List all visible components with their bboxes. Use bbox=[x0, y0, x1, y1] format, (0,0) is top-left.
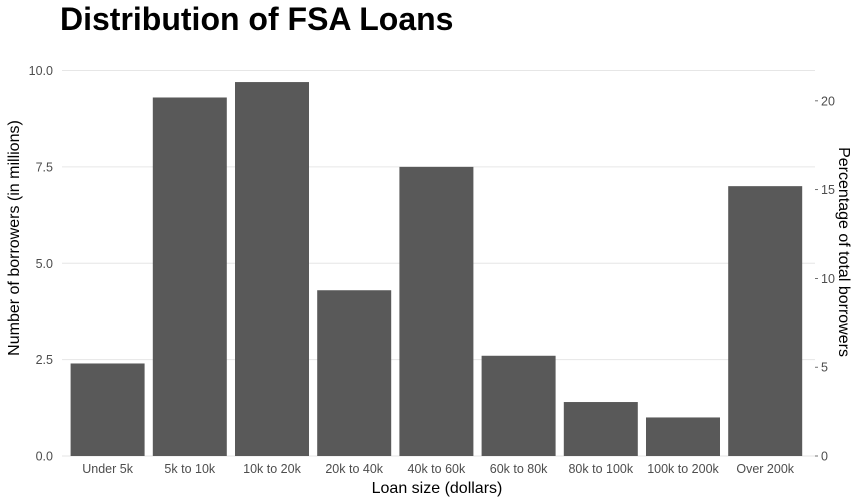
y-tick-label: 0.0 bbox=[36, 450, 53, 464]
x-tick-label: 5k to 10k bbox=[164, 462, 215, 476]
y-tick-label: 7.5 bbox=[36, 160, 53, 174]
x-tick-label: 10k to 20k bbox=[243, 462, 301, 476]
bar-8 bbox=[728, 186, 803, 456]
x-axis-title: Loan size (dollars) bbox=[372, 480, 503, 497]
bar-2 bbox=[235, 82, 309, 456]
y2-tick-label: 10 bbox=[821, 272, 835, 286]
y-tick-label: 10.0 bbox=[29, 64, 53, 78]
x-tick-label: Under 5k bbox=[82, 462, 133, 476]
bars bbox=[70, 82, 803, 457]
bar-7 bbox=[646, 417, 720, 456]
bar-6 bbox=[563, 402, 638, 456]
x-tick-label: 20k to 40k bbox=[325, 462, 383, 476]
x-tick-label: 100k to 200k bbox=[647, 462, 719, 476]
bar-5 bbox=[481, 355, 556, 456]
bar-3 bbox=[317, 290, 392, 456]
y2-tick-label: 5 bbox=[821, 361, 828, 375]
y2-tick-label: 0 bbox=[821, 450, 828, 464]
x-tick-label: 60k to 80k bbox=[490, 462, 548, 476]
x-tick-label: 40k to 60k bbox=[408, 462, 466, 476]
chart-title: Distribution of FSA Loans bbox=[60, 1, 453, 37]
bar-4 bbox=[399, 166, 474, 456]
y-axis-ticks: 0.0 2.5 5.0 7.5 10.0 bbox=[29, 64, 53, 464]
secondary-y-axis-title: Percentage of total borrowers bbox=[835, 147, 852, 357]
y-axis-title: Number of borrowers (in millions) bbox=[6, 120, 23, 356]
bar-0 bbox=[70, 363, 145, 456]
x-tick-label: Over 200k bbox=[736, 462, 794, 476]
x-tick-label: 80k to 100k bbox=[568, 462, 633, 476]
y-tick-label: 2.5 bbox=[36, 353, 53, 367]
y-tick-label: 5.0 bbox=[36, 257, 53, 271]
bar-1 bbox=[152, 97, 227, 457]
x-axis-ticks: Under 5k 5k to 10k 10k to 20k 20k to 40k 40k… bbox=[82, 462, 795, 476]
secondary-y-axis-ticks: 0 5 10 15 20 bbox=[815, 94, 835, 464]
y2-tick-label: 20 bbox=[821, 94, 835, 108]
y2-tick-label: 15 bbox=[821, 183, 835, 197]
